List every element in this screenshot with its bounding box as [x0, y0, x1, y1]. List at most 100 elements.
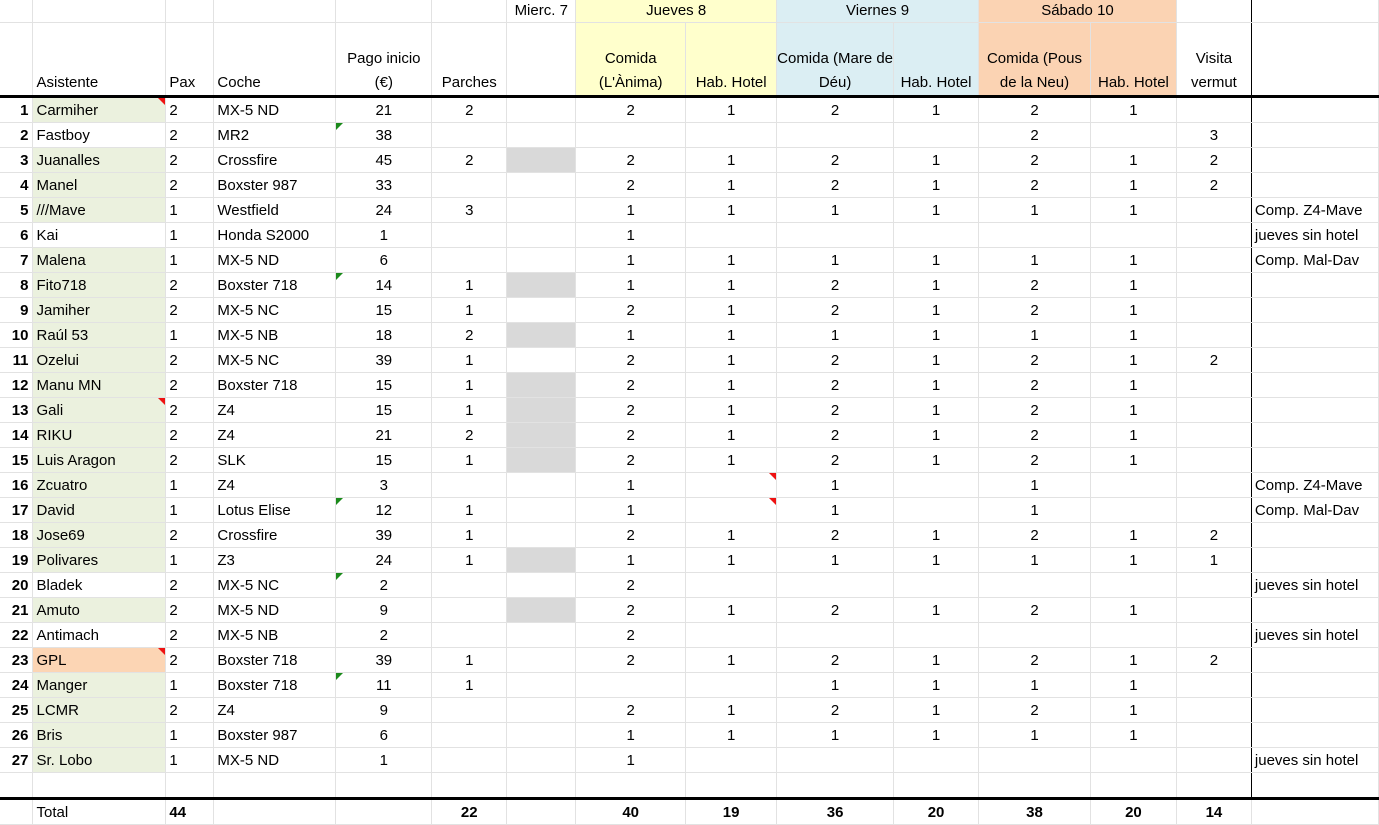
attendee-name[interactable]: Juanalles: [32, 147, 167, 173]
saturday-hotel-value[interactable]: 1: [1090, 422, 1177, 448]
friday-hotel-value[interactable]: 1: [893, 597, 980, 623]
note-value[interactable]: [1251, 722, 1379, 748]
thursday-hotel-value[interactable]: 1: [685, 297, 778, 323]
thursday-hotel-value[interactable]: 1: [685, 172, 778, 198]
vermut-value[interactable]: 2: [1175, 522, 1252, 548]
thursday-hotel-value[interactable]: 1: [685, 247, 778, 273]
cell[interactable]: [1251, 772, 1379, 800]
friday-hotel-value[interactable]: 1: [893, 547, 980, 573]
friday-hotel-value[interactable]: 1: [893, 397, 980, 423]
row-number[interactable]: 14: [0, 422, 34, 448]
cell[interactable]: [32, 0, 167, 23]
cell[interactable]: [776, 772, 895, 800]
note-value[interactable]: [1251, 322, 1379, 348]
row-number[interactable]: 22: [0, 622, 34, 648]
wednesday-cell[interactable]: [506, 547, 577, 573]
friday-meal-value[interactable]: 1: [776, 547, 895, 573]
row-number[interactable]: 4: [0, 172, 34, 198]
cell[interactable]: [1251, 798, 1379, 825]
saturday-meal-value[interactable]: 2: [978, 522, 1091, 548]
wednesday-cell[interactable]: [506, 647, 577, 673]
vermut-value[interactable]: [1175, 422, 1252, 448]
pax-value[interactable]: 2: [165, 96, 215, 123]
note-value[interactable]: [1251, 397, 1379, 423]
thursday-meal-value[interactable]: 1: [575, 197, 687, 223]
vermut-value[interactable]: [1175, 96, 1252, 123]
payment-value[interactable]: 39: [335, 347, 433, 373]
saturday-hotel-value[interactable]: 1: [1090, 697, 1177, 723]
row-number[interactable]: 7: [0, 247, 34, 273]
total-label[interactable]: Total: [32, 798, 167, 825]
friday-hotel-value[interactable]: [893, 222, 980, 248]
cell[interactable]: [431, 772, 508, 800]
saturday-hotel-value[interactable]: [1090, 122, 1177, 148]
friday-meal-value[interactable]: 1: [776, 722, 895, 748]
row-number[interactable]: 1: [0, 96, 34, 123]
pax-value[interactable]: 2: [165, 647, 215, 673]
cell[interactable]: [0, 22, 34, 98]
row-number[interactable]: 25: [0, 697, 34, 723]
saturday-hotel-value[interactable]: 1: [1090, 547, 1177, 573]
thursday-hotel-value[interactable]: 1: [685, 272, 778, 298]
wednesday-cell[interactable]: [506, 247, 577, 273]
car-value[interactable]: MX-5 NC: [213, 297, 337, 323]
thursday-hotel-value[interactable]: 1: [685, 697, 778, 723]
thursday-meal-value[interactable]: 2: [575, 522, 687, 548]
attendee-name[interactable]: Amuto: [32, 597, 167, 623]
vermut-value[interactable]: [1175, 372, 1252, 398]
note-value[interactable]: jueves sin hotel: [1251, 222, 1379, 248]
attendee-name[interactable]: Kai: [32, 222, 167, 248]
payment-value[interactable]: 15: [335, 297, 433, 323]
friday-hotel-value[interactable]: 1: [893, 522, 980, 548]
car-value[interactable]: MX-5 ND: [213, 96, 337, 123]
saturday-hotel-value[interactable]: 1: [1090, 247, 1177, 273]
saturday-hotel-value[interactable]: 1: [1090, 147, 1177, 173]
saturday-meal-value[interactable]: [978, 222, 1091, 248]
wednesday-cell[interactable]: [506, 622, 577, 648]
car-value[interactable]: MX-5 NC: [213, 347, 337, 373]
saturday-hotel-value[interactable]: 1: [1090, 672, 1177, 698]
note-value[interactable]: jueves sin hotel: [1251, 622, 1379, 648]
day-viernes[interactable]: Viernes 9: [776, 0, 980, 23]
note-value[interactable]: [1251, 597, 1379, 623]
payment-value[interactable]: 3: [335, 472, 433, 498]
payment-value[interactable]: 14: [335, 272, 433, 298]
pax-value[interactable]: 1: [165, 197, 215, 223]
payment-value[interactable]: 1: [335, 747, 433, 773]
thursday-hotel-value[interactable]: 1: [685, 647, 778, 673]
friday-hotel-value[interactable]: 1: [893, 672, 980, 698]
cell[interactable]: [335, 798, 433, 825]
cell[interactable]: [335, 0, 433, 23]
vermut-value[interactable]: 2: [1175, 347, 1252, 373]
vermut-value[interactable]: 2: [1175, 147, 1252, 173]
thursday-meal-value[interactable]: 2: [575, 572, 687, 598]
thursday-hotel-value[interactable]: 1: [685, 147, 778, 173]
patches-value[interactable]: [431, 172, 508, 198]
wednesday-cell[interactable]: [506, 497, 577, 523]
row-number[interactable]: 3: [0, 147, 34, 173]
friday-hotel-value[interactable]: 1: [893, 197, 980, 223]
saturday-hotel-value[interactable]: 1: [1090, 322, 1177, 348]
saturday-hotel-value[interactable]: [1090, 222, 1177, 248]
pax-value[interactable]: 2: [165, 172, 215, 198]
saturday-meal-value[interactable]: 2: [978, 96, 1091, 123]
total-pax[interactable]: 44: [165, 798, 215, 825]
friday-meal-value[interactable]: 1: [776, 472, 895, 498]
vermut-value[interactable]: [1175, 722, 1252, 748]
pax-value[interactable]: 1: [165, 672, 215, 698]
wednesday-cell[interactable]: [506, 597, 577, 623]
car-value[interactable]: MR2: [213, 122, 337, 148]
attendee-name[interactable]: GPL: [32, 647, 167, 673]
patches-value[interactable]: [431, 122, 508, 148]
cell[interactable]: [506, 772, 577, 800]
day-miercoles[interactable]: Mierc. 7: [506, 0, 577, 23]
col-parches[interactable]: Parches: [431, 22, 508, 98]
thursday-hotel-value[interactable]: [685, 622, 778, 648]
friday-meal-value[interactable]: 2: [776, 96, 895, 123]
wednesday-cell[interactable]: [506, 272, 577, 298]
note-value[interactable]: [1251, 297, 1379, 323]
saturday-hotel-value[interactable]: 1: [1090, 172, 1177, 198]
wednesday-cell[interactable]: [506, 297, 577, 323]
vermut-value[interactable]: [1175, 297, 1252, 323]
vermut-value[interactable]: [1175, 322, 1252, 348]
